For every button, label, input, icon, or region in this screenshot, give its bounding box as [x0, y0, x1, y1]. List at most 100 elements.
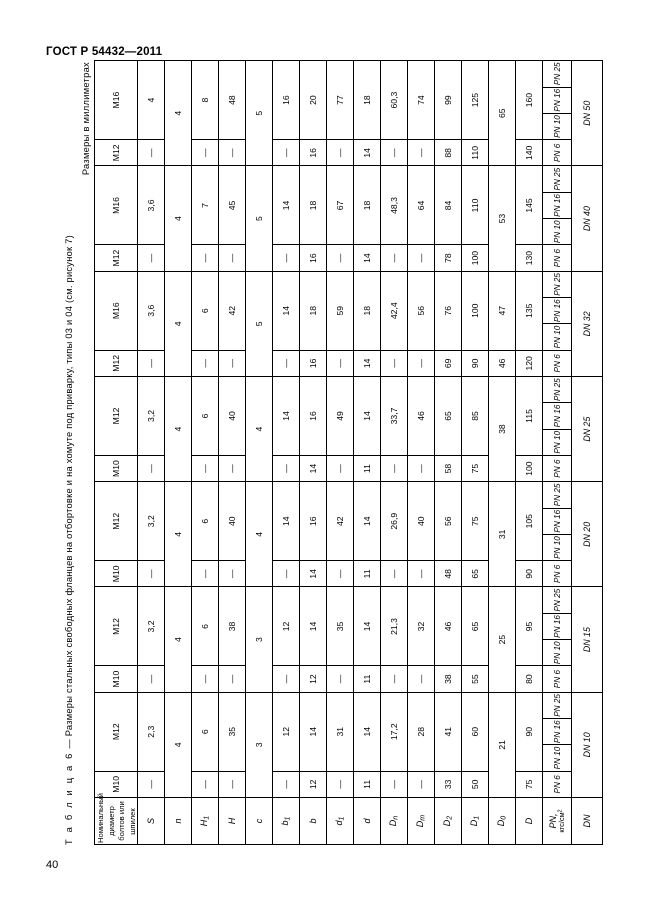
row-D1: D1 50 60 55 65 65 75 75 85 90 100 100 110 110 125	[461, 60, 489, 845]
cell-pn-2-0: PN 6	[542, 560, 572, 587]
cell-Dm-4-0: —	[407, 350, 435, 377]
cell-b-2-1: 16	[299, 481, 327, 561]
cell-bolt-0-1: M12	[94, 692, 138, 772]
cell-pn-1-1: PN 10	[542, 639, 572, 666]
cell-D2-6-0: 88	[434, 139, 462, 166]
cell-b1-6-0: —	[272, 139, 300, 166]
cell-b-3-1: 16	[299, 376, 327, 456]
cell-pn-0-3: PN 25	[542, 692, 572, 719]
cell-D0-1: 25	[488, 587, 516, 693]
cell-Dn-1-0: —	[380, 665, 408, 693]
cell-H-6-0: —	[218, 139, 246, 166]
row-label-Dm: Dm	[407, 797, 435, 845]
cell-D2-5-0: 78	[434, 244, 462, 272]
cell-H-2-0: —	[218, 560, 246, 587]
cell-Dn-6-1: 60,3	[380, 60, 408, 140]
cell-b1-5-0: —	[272, 244, 300, 272]
row-label-d: d	[353, 797, 381, 845]
cell-c-6-0: 5	[245, 60, 273, 166]
cell-d-2-0: 11	[353, 560, 381, 587]
cell-d-3-1: 14	[353, 376, 381, 456]
row-label-D0: D0	[488, 797, 516, 845]
cell-d1-1-1: 35	[326, 587, 354, 666]
cell-d-4-1: 18	[353, 271, 381, 351]
cell-Dm-2-1: 40	[407, 481, 435, 561]
row-label-D1: D1	[461, 797, 489, 845]
cell-b-3-0: 14	[299, 455, 327, 482]
cell-b-1-0: 12	[299, 665, 327, 693]
cell-S-2-1: 3,2	[137, 481, 165, 561]
cell-Dn-0-0: —	[380, 771, 408, 798]
cell-Dn-6-0: —	[380, 139, 408, 166]
cell-S-6-1: 4	[137, 60, 165, 140]
cell-S-5-1: 3,6	[137, 166, 165, 245]
cell-pn-3-3: PN 25	[542, 376, 572, 403]
cell-D-5-1: 145	[515, 166, 543, 245]
cell-bolt-1-1: M12	[94, 587, 138, 666]
cell-dn-2: DN 20	[571, 481, 603, 587]
cell-n-5-0: 4	[164, 166, 192, 272]
cell-pn-6-2: PN 16	[542, 87, 572, 114]
cell-H1-1-1: 6	[191, 587, 219, 666]
cell-b1-3-1: 14	[272, 376, 300, 456]
row-label-b: b	[299, 797, 327, 845]
cell-Dn-2-1: 26,9	[380, 481, 408, 561]
cell-S-4-0: —	[137, 350, 165, 377]
cell-Dm-6-1: 74	[407, 60, 435, 140]
cell-D1-2-1: 75	[461, 481, 489, 561]
row-label-n: n	[164, 797, 192, 845]
table-caption-text: — Размеры стальных свободных фланцев на …	[64, 235, 74, 749]
row-H1: H1—6—6—6—6—6—7—8	[191, 60, 219, 845]
cell-pn-4-1: PN 10	[542, 323, 572, 351]
cell-pn-5-0: PN 6	[542, 244, 572, 272]
cell-bolt-5-1: M16	[94, 166, 138, 245]
cell-pn-3-0: PN 6	[542, 455, 572, 482]
cell-D-0-0: 75	[515, 771, 543, 798]
cell-H1-3-0: —	[191, 455, 219, 482]
cell-H-4-1: 42	[218, 271, 246, 351]
cell-D0-5: 53	[488, 166, 516, 272]
cell-D0-0: 21	[488, 692, 516, 798]
flange-dimensions-table: Номинальный диаметр болтов или шпилек M10…	[94, 60, 603, 845]
row-Dn: Dn —17,2—21,3—26,9—33,7—42,4—48,3—60,3	[380, 60, 408, 845]
cell-d1-4-1: 59	[326, 271, 354, 351]
cell-H1-4-1: 6	[191, 271, 219, 351]
row-b: b 12 14 12 14 14 16 14 16 16 18 16 18 16 20	[299, 60, 327, 845]
cell-Dm-6-0: —	[407, 139, 435, 166]
row-label-H: H	[218, 797, 246, 845]
cell-H-6-1: 48	[218, 60, 246, 140]
cell-dn-6: DN 50	[571, 60, 603, 166]
row-Dm: Dm —28—32—40—46—56—64—74	[407, 60, 435, 845]
units-note: Размеры в миллиметрах	[81, 62, 91, 176]
cell-D-2-1: 105	[515, 481, 543, 561]
cell-Dm-1-0: —	[407, 665, 435, 693]
cell-Dn-4-0: —	[380, 350, 408, 377]
standard-header: ГОСТ Р 54432—2011	[46, 46, 163, 58]
cell-pn-6-0: PN 6	[542, 139, 572, 166]
cell-b-1-1: 14	[299, 587, 327, 666]
row-H: H —35—38—40—40—42—45—48	[218, 60, 246, 845]
cell-pn-2-1: PN 10	[542, 534, 572, 561]
cell-b1-1-1: 12	[272, 587, 300, 666]
cell-bolt-4-0: M12	[94, 350, 138, 377]
row-label-Dn: Dn	[380, 797, 408, 845]
cell-D1-4-0: 90	[461, 350, 489, 377]
cell-D0-4-0: 46	[488, 350, 516, 377]
cell-b-2-0: 14	[299, 560, 327, 587]
cell-d1-5-1: 67	[326, 166, 354, 245]
cell-S-4-1: 3,6	[137, 271, 165, 351]
cell-d-1-1: 14	[353, 587, 381, 666]
cell-Dm-5-0: —	[407, 244, 435, 272]
cell-b1-4-1: 14	[272, 271, 300, 351]
cell-dn-1: DN 15	[571, 587, 603, 693]
cell-c-4-0: 5	[245, 271, 273, 377]
cell-pn-0-2: PN 16	[542, 718, 572, 745]
cell-Dm-3-0: —	[407, 455, 435, 482]
row-label-d1: d1	[326, 797, 354, 845]
cell-S-1-1: 3,2	[137, 587, 165, 666]
cell-b-0-0: 12	[299, 771, 327, 798]
row-pn: PN, кгс/см2 PN 6 PN 10 PN 16 PN 25 PN 6 PN 10 PN…	[542, 60, 572, 845]
row-bolt-diameter: Номинальный диаметр болтов или шпилек M10…	[94, 60, 138, 845]
